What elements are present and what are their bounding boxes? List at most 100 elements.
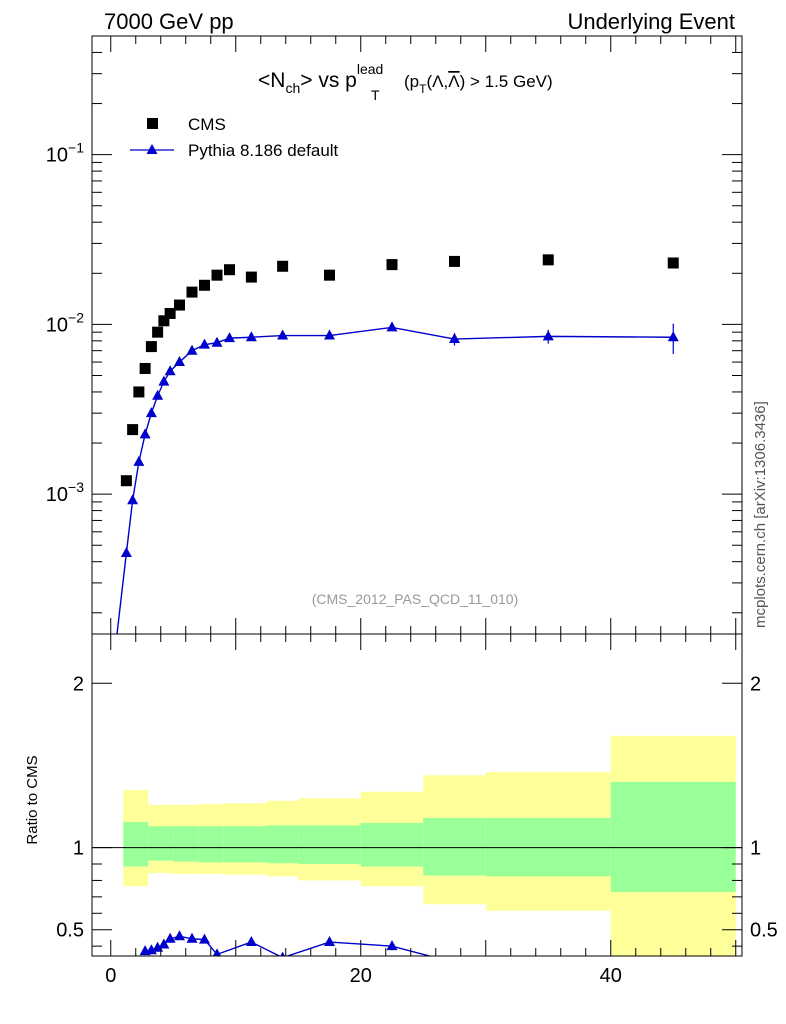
pythia-point (133, 455, 145, 466)
pythia-point (211, 336, 223, 347)
band-inner-bin (198, 826, 224, 863)
cms-point (152, 326, 164, 338)
ratio-pythia-point (280, 951, 286, 956)
title-cut: ) > 1.5 GeV) (460, 72, 553, 91)
title-paren-sub: T (419, 82, 427, 96)
cms-point (139, 362, 151, 374)
main-series (116, 254, 679, 634)
header-left-label: 7000 GeV pp (104, 9, 234, 34)
ratio-y-tick-label-right: 0.5 (750, 920, 778, 942)
ratio-y-tick-label: 0.5 (56, 920, 84, 942)
ratio-pythia-series (139, 930, 460, 967)
pythia-point (152, 389, 164, 400)
band-inner-bin (223, 826, 267, 863)
cms-point (224, 264, 235, 276)
ratio-pythia-point (212, 948, 222, 956)
cms-point (164, 307, 176, 319)
main-plot-area (116, 254, 679, 634)
cms-point (324, 269, 335, 281)
cms-point (158, 315, 170, 327)
title-vs: > vs p (300, 69, 357, 92)
cms-point (277, 260, 289, 272)
legend-cms-marker (147, 118, 158, 129)
y-tick-label: 10−3 (46, 479, 84, 506)
pythia-point (324, 329, 335, 340)
pythia-point (186, 344, 198, 355)
band-inner-bin (610, 781, 736, 892)
cms-point (449, 255, 460, 267)
pythia-line (116, 326, 674, 634)
band-inner-bin (123, 822, 149, 867)
band-inner-bin (298, 825, 361, 864)
y-tick-label: 10−2 (46, 309, 84, 336)
pythia-point (245, 331, 257, 342)
pythia-point (199, 338, 210, 349)
cms-point (386, 259, 398, 271)
title-paren: (pT(Λ,Λ) > 1.5 GeV) (404, 72, 553, 96)
cms-point (542, 254, 554, 266)
cms-point (211, 269, 223, 281)
pythia-point (127, 494, 139, 505)
ratio-frame (91, 633, 743, 957)
pythia-point (120, 547, 132, 558)
pythia-point (139, 428, 151, 439)
ratio-axis-label: Ratio to CMS (24, 755, 41, 844)
ratio-y-tick-label: 1 (73, 838, 84, 860)
pythia-point (164, 365, 176, 376)
band-inner-bin (173, 826, 199, 862)
legend-pythia-marker (146, 144, 158, 154)
ratio-pythia-point (199, 933, 210, 944)
side-label: mcplots.cern.ch [arXiv:1306.3436] (752, 401, 769, 628)
band-inner-bin (360, 822, 424, 867)
pythia-point (145, 407, 157, 418)
title-paren-open: (p (404, 72, 419, 91)
ratio-pythia-point (386, 940, 398, 951)
title-p-sup: lead (357, 61, 383, 77)
plot-title: <Nch> vs plead (258, 61, 383, 96)
ratio-pythia-point (324, 936, 335, 947)
ratio-pythia-point (186, 932, 198, 943)
cms-point (174, 299, 185, 311)
pythia-point (386, 321, 398, 332)
x-tick-label: 0 (105, 965, 116, 987)
ratio-pythia-point (449, 957, 460, 967)
y-tick-label: 10−1 (46, 140, 84, 167)
ratio-bands (123, 735, 736, 956)
legend-pythia-label: Pythia 8.186 default (188, 141, 339, 160)
cms-point (245, 271, 257, 283)
title-particles: (Λ, (426, 72, 448, 91)
cms-point (120, 475, 132, 487)
cms-point (199, 279, 210, 291)
title-main: <N (258, 69, 285, 92)
ratio-pythia-point (245, 936, 257, 947)
band-inner-bin (423, 818, 486, 876)
cms-point (667, 257, 679, 269)
cms-point (133, 386, 145, 398)
pythia-point (542, 330, 554, 341)
ratio-y-tick-label-right: 1 (750, 838, 761, 860)
header-right-label: Underlying Event (567, 9, 735, 34)
pythia-point (224, 332, 235, 343)
pythia-point (174, 356, 185, 367)
ratio-pythia-point (174, 930, 185, 941)
pythia-point (667, 331, 679, 342)
cms-point (186, 286, 198, 298)
ratio-y-tick-label-right: 2 (750, 673, 761, 695)
pythia-point (277, 329, 289, 340)
ratio-pythia-point (158, 938, 170, 949)
cms-point (145, 341, 157, 353)
analysis-watermark: (CMS_2012_PAS_QCD_11_010) (312, 591, 519, 607)
title-main-sub: ch (285, 80, 300, 96)
x-tick-label: 40 (600, 965, 622, 987)
band-inner-bin (148, 826, 174, 861)
cms-point (127, 424, 139, 436)
legend-cms-label: CMS (188, 115, 226, 134)
ratio-y-tick-label: 2 (73, 673, 84, 695)
title-antiparticle: Λ (448, 72, 460, 91)
ratio-pythia-point (164, 932, 176, 943)
ratio-plot-area (92, 735, 742, 967)
pythia-point (158, 375, 170, 386)
title-p-sub: T (371, 87, 380, 103)
axes: 0 20 40 10−3 10−2 10−1 0.5 0.5 1 1 2 2 (46, 35, 778, 987)
